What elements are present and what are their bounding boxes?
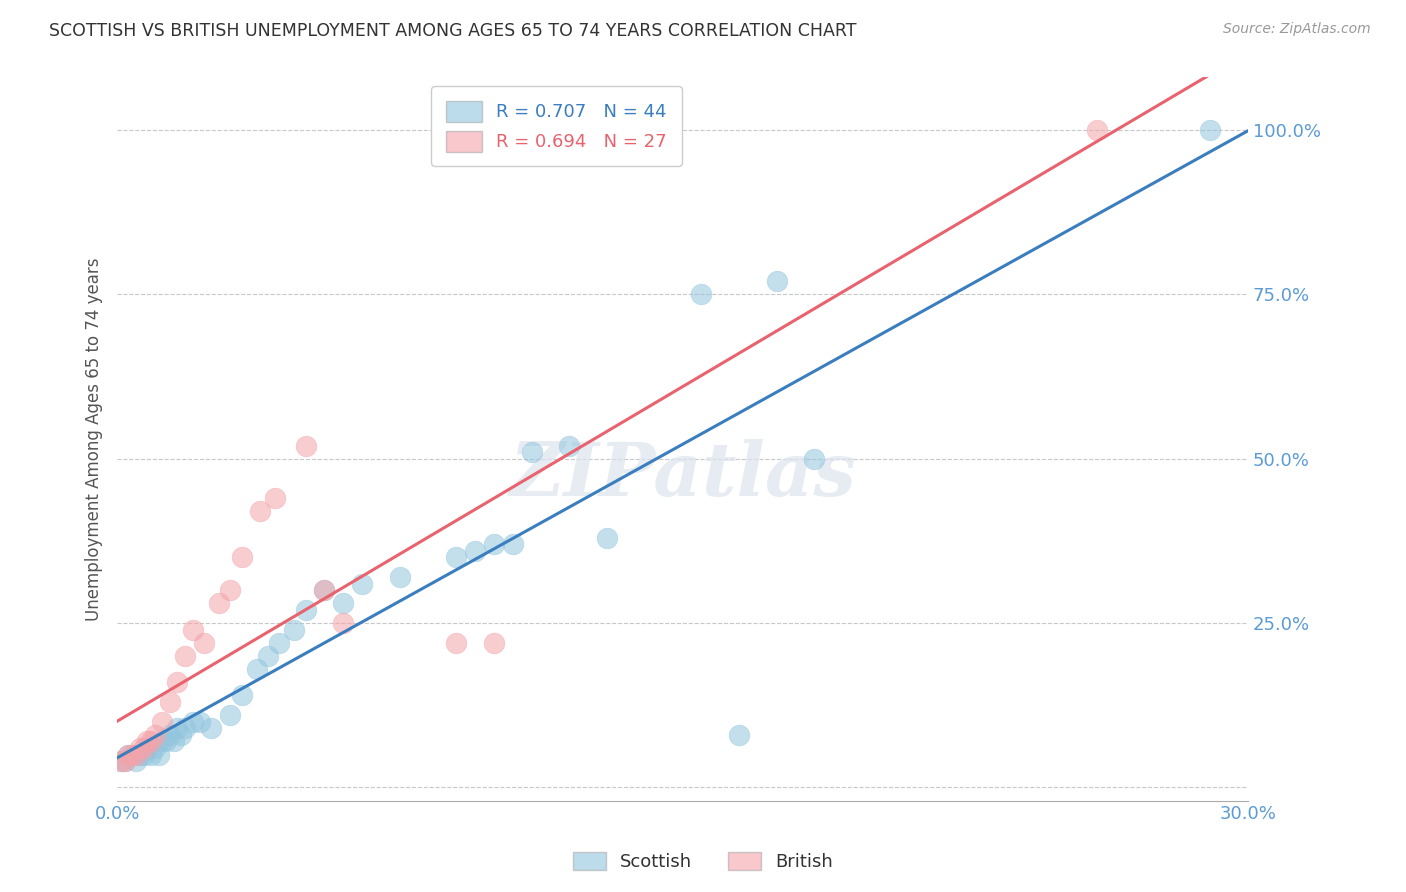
Point [152, 734, 174, 748]
Point [520, 445, 543, 459]
Point [117, 747, 139, 762]
Point [596, 531, 619, 545]
Point [155, 734, 177, 748]
Point [174, 648, 197, 663]
Point [181, 714, 204, 729]
Point [219, 708, 242, 723]
Point [690, 287, 713, 301]
Point [446, 636, 468, 650]
Point [294, 439, 316, 453]
Point [148, 747, 170, 762]
Point [117, 747, 139, 762]
Text: SCOTTISH VS BRITISH UNEMPLOYMENT AMONG AGES 65 TO 74 YEARS CORRELATION CHART: SCOTTISH VS BRITISH UNEMPLOYMENT AMONG A… [49, 22, 856, 40]
Point [166, 675, 188, 690]
Point [152, 714, 174, 729]
Point [188, 714, 211, 729]
Point [803, 451, 825, 466]
Point [143, 728, 166, 742]
Point [728, 728, 751, 742]
Point [143, 741, 166, 756]
Point [136, 741, 159, 756]
Point [193, 636, 215, 650]
Point [136, 734, 159, 748]
Point [388, 570, 411, 584]
Point [249, 504, 271, 518]
Point [352, 576, 374, 591]
Point [139, 747, 162, 762]
Point [1199, 123, 1222, 137]
Point [558, 439, 581, 453]
Point [283, 623, 305, 637]
Point [132, 741, 155, 756]
Point [128, 741, 150, 756]
Point [332, 596, 354, 610]
Point [110, 754, 132, 768]
Point [132, 747, 155, 762]
Legend: R = 0.707   N = 44, R = 0.694   N = 27: R = 0.707 N = 44, R = 0.694 N = 27 [432, 87, 682, 166]
Point [1085, 123, 1108, 137]
Y-axis label: Unemployment Among Ages 65 to 74 years: Unemployment Among Ages 65 to 74 years [86, 257, 103, 621]
Point [269, 636, 291, 650]
Point [219, 583, 242, 598]
Point [159, 728, 181, 742]
Point [446, 550, 468, 565]
Point [139, 734, 162, 748]
Point [314, 583, 336, 598]
Point [114, 754, 136, 768]
Point [502, 537, 524, 551]
Point [482, 636, 505, 650]
Point [114, 754, 136, 768]
Point [170, 728, 193, 742]
Point [128, 747, 150, 762]
Point [482, 537, 505, 551]
Point [166, 721, 188, 735]
Point [208, 596, 231, 610]
Point [174, 721, 197, 735]
Text: ZIPatlas: ZIPatlas [509, 439, 856, 511]
Point [125, 747, 148, 762]
Point [125, 754, 148, 768]
Point [464, 543, 486, 558]
Point [121, 747, 143, 762]
Point [110, 754, 132, 768]
Text: Source: ZipAtlas.com: Source: ZipAtlas.com [1223, 22, 1371, 37]
Point [181, 623, 204, 637]
Point [246, 662, 269, 676]
Point [264, 491, 287, 506]
Point [159, 695, 181, 709]
Point [231, 689, 253, 703]
Point [314, 583, 336, 598]
Point [121, 747, 143, 762]
Point [294, 603, 316, 617]
Point [257, 648, 280, 663]
Point [200, 721, 222, 735]
Point [765, 274, 787, 288]
Point [163, 734, 186, 748]
Legend: Scottish, British: Scottish, British [565, 845, 841, 879]
Point [231, 550, 253, 565]
Point [332, 616, 354, 631]
